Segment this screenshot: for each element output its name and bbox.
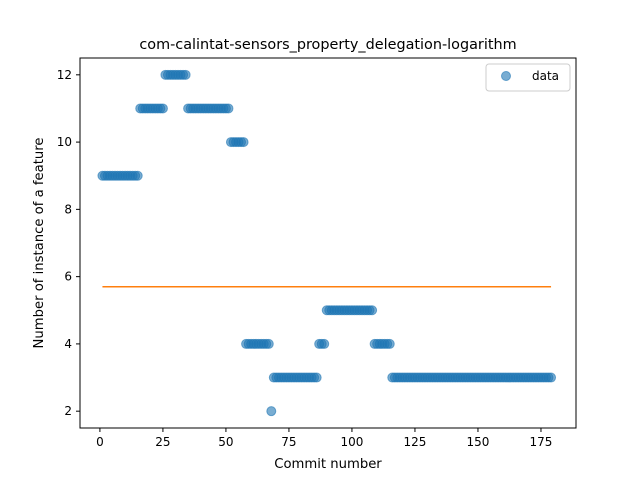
data-point [239, 138, 248, 147]
y-tick-label: 4 [64, 337, 72, 351]
x-tick-label: 50 [218, 435, 233, 449]
y-tick-label: 6 [64, 270, 72, 284]
data-point [133, 171, 142, 180]
data-point [158, 104, 167, 113]
plot-area [80, 58, 576, 428]
data-point [267, 407, 276, 416]
y-tick-label: 2 [64, 404, 72, 418]
data-point [320, 339, 329, 348]
data-point [547, 373, 556, 382]
legend: data [486, 64, 570, 91]
x-axis-label: Commit number [274, 457, 382, 472]
legend-label-data: data [532, 69, 559, 83]
data-point [312, 373, 321, 382]
x-tick-label: 175 [530, 435, 553, 449]
x-tick-label: 100 [340, 435, 363, 449]
y-axis-label: Number of instance of a feature [32, 138, 47, 349]
chart-title: com-calintat-sensors_property_delegation… [139, 37, 516, 53]
data-point [181, 70, 190, 79]
x-tick-label: 125 [403, 435, 426, 449]
data-point [264, 339, 273, 348]
x-tick-label: 75 [281, 435, 296, 449]
data-point [368, 306, 377, 315]
data-point [385, 339, 394, 348]
y-tick-label: 8 [64, 202, 72, 216]
y-tick-label: 10 [57, 135, 72, 149]
y-tick-label: 12 [57, 68, 72, 82]
x-tick-label: 150 [467, 435, 490, 449]
x-tick-label: 0 [96, 435, 104, 449]
data-point [224, 104, 233, 113]
legend-marker-data [502, 72, 511, 81]
x-tick-label: 25 [155, 435, 170, 449]
